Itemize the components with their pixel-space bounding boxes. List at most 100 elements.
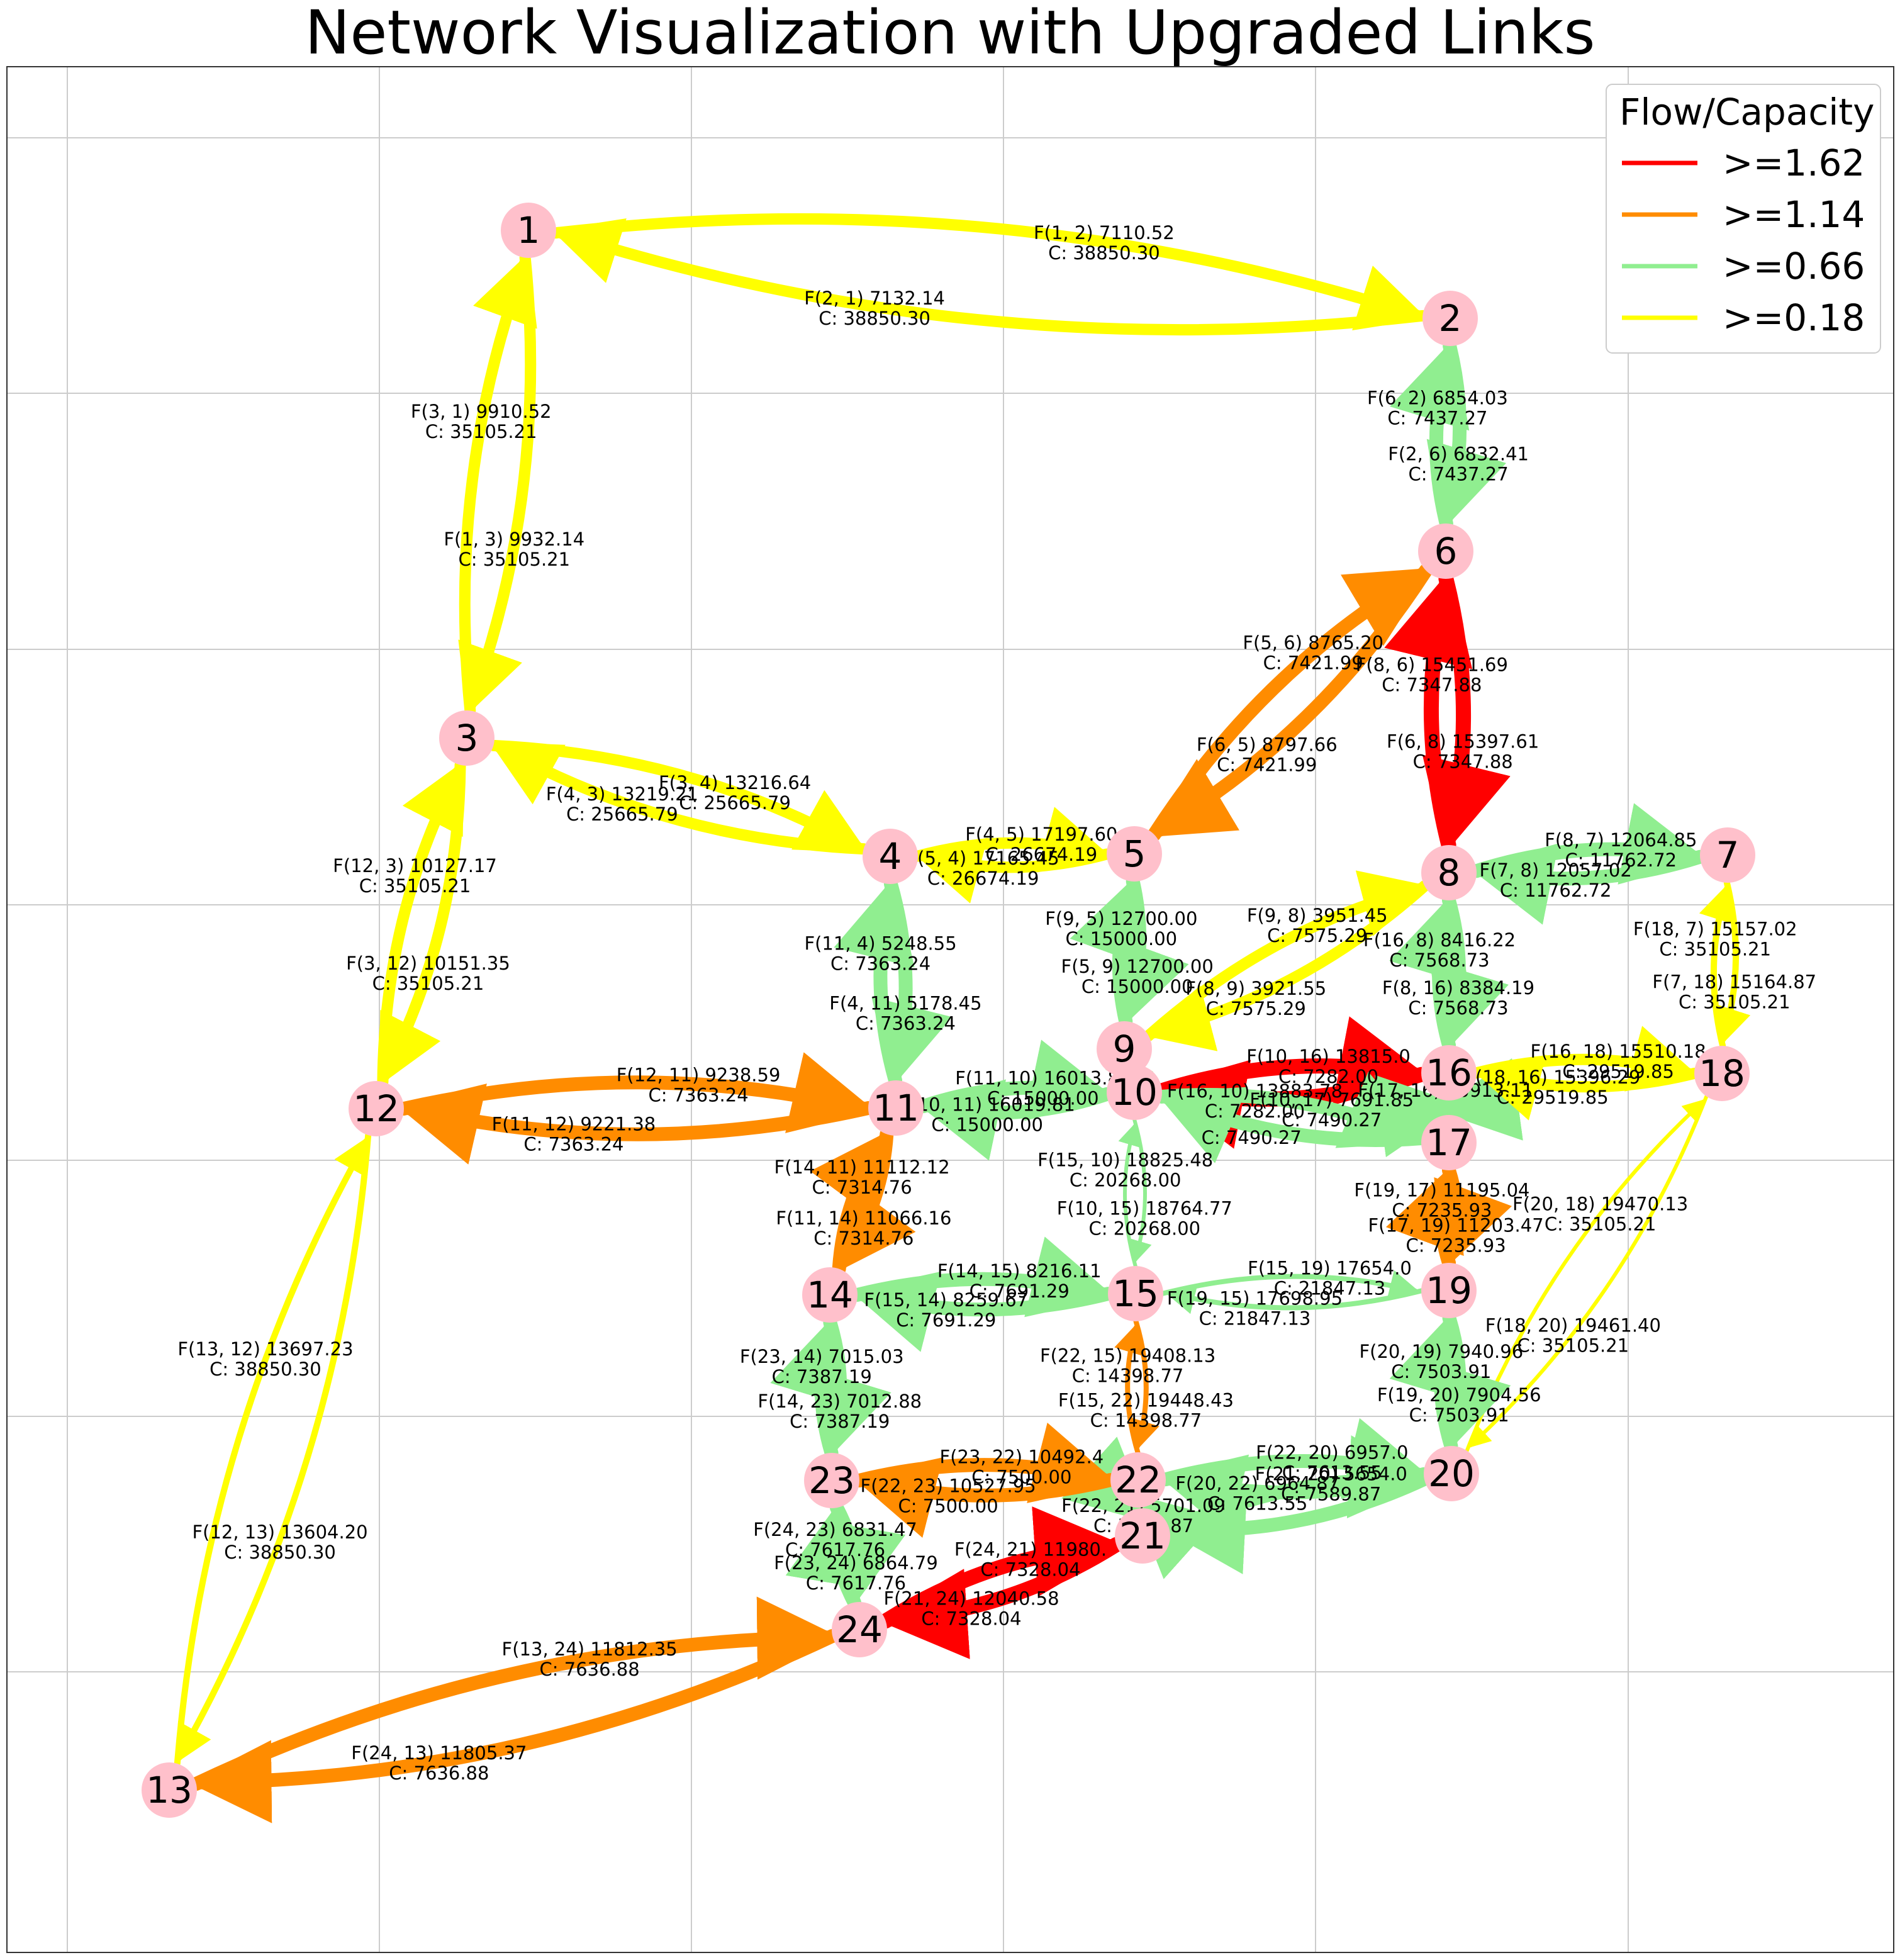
edge-flow-label: F(9, 8) 3951.45 (1247, 905, 1388, 926)
edge-flow-label: F(8, 16) 8384.19 (1382, 977, 1534, 999)
edge-label-12-3: F(12, 3) 10127.17C: 35105.21 (333, 855, 497, 897)
edge-label-20-22: F(20, 22) 6964.87C: 7613.55 (1175, 1473, 1339, 1515)
node-3: 3 (439, 710, 495, 766)
edge-capacity-label: C: 38850.30 (224, 1542, 336, 1563)
diagram-title: Network Visualization with Upgraded Link… (305, 0, 1595, 68)
legend-title: Flow/Capacity (1619, 91, 1874, 133)
edge-capacity-label: C: 7421.99 (1263, 652, 1363, 673)
edge-label-18-7: F(18, 7) 15157.02C: 35105.21 (1633, 918, 1797, 960)
node-label: 12 (353, 1087, 400, 1130)
node-circle (1422, 291, 1478, 346)
node-label: 9 (1113, 1028, 1136, 1070)
edge-flow-label: F(14, 15) 8216.11 (937, 1260, 1102, 1282)
edge-label-8-9: F(8, 9) 3921.55C: 7575.29 (1185, 978, 1326, 1019)
edge-label-9-8: F(9, 8) 3951.45C: 7575.29 (1247, 905, 1388, 946)
node-9: 9 (1097, 1021, 1152, 1077)
edge-label-14-15: F(14, 15) 8216.11C: 7691.29 (937, 1260, 1102, 1302)
edge-flow-label: F(1, 3) 9932.14 (444, 529, 584, 550)
edge-label-21-24: F(21, 24) 12040.58C: 7328.04 (883, 1588, 1059, 1630)
node-23: 23 (804, 1453, 859, 1508)
edge-9-5 (1070, 875, 1148, 1029)
node-label: 3 (455, 717, 479, 759)
edge-label-20-18: F(20, 18) 19470.13C: 35105.21 (1512, 1193, 1688, 1235)
edge-capacity-label: C: 7589.87 (1281, 1483, 1381, 1504)
edge-flow-label: F(10, 16) 13815.0 (1246, 1046, 1411, 1067)
edge-flow-label: F(7, 8) 12057.02 (1480, 860, 1632, 881)
node-21: 21 (1115, 1508, 1170, 1564)
edge-9-8 (1143, 870, 1430, 1042)
edge-label-15-14: F(15, 14) 8259.67C: 7691.29 (864, 1289, 1028, 1331)
edge-label-15-22: F(15, 22) 19448.43C: 14398.77 (1058, 1389, 1234, 1431)
node-label: 4 (879, 835, 902, 878)
edge-capacity-label: C: 21847.13 (1199, 1308, 1311, 1330)
edge-flow-label: F(22, 23) 10527.95 (861, 1476, 1036, 1497)
edge-capacity-label: C: 14398.77 (1090, 1409, 1202, 1431)
node-circle (832, 1602, 887, 1657)
edge-flow-label: F(22, 20) 6957.0 (1256, 1442, 1408, 1463)
edge-14-11 (810, 1129, 893, 1276)
node-circle (1115, 1508, 1170, 1564)
edge-18-20 (1467, 1094, 1709, 1448)
edge-label-21-20: F(21, 20) 5654.0C: 7589.87 (1255, 1463, 1407, 1504)
edge-capacity-label: C: 7503.91 (1391, 1361, 1491, 1382)
edge-capacity-label: C: 38850.30 (819, 308, 930, 329)
edge-11-10 (916, 1039, 1114, 1121)
node-24: 24 (832, 1602, 887, 1657)
edge-flow-label: F(14, 11) 11112.12 (774, 1156, 950, 1178)
node-11: 11 (868, 1080, 924, 1136)
node-circle (1108, 1266, 1163, 1321)
edge-label-6-5: F(6, 5) 8797.66C: 7421.99 (1197, 734, 1338, 776)
edge-capacity-label: C: 7328.04 (980, 1559, 1080, 1580)
edge-capacity-label: C: 7490.27 (1282, 1109, 1382, 1131)
edge-capacity-label: C: 35105.21 (1679, 992, 1791, 1013)
edge-capacity-label: C: 15000.00 (931, 1114, 1043, 1135)
edge-label-16-8: F(16, 8) 8416.22C: 7568.73 (1363, 929, 1516, 971)
edge-capacity-label: C: 7363.24 (523, 1134, 623, 1155)
edge-flow-label: F(23, 24) 6864.79 (774, 1552, 938, 1574)
edge-capacity-label: C: 35105.21 (1659, 938, 1771, 960)
edge-18-16 (1472, 1055, 1700, 1121)
node-label: 1 (517, 209, 540, 252)
node-circle (863, 829, 918, 884)
node-circle (439, 710, 495, 766)
node-label: 23 (808, 1459, 855, 1502)
edge-capacity-label: C: 7347.88 (1382, 674, 1482, 695)
edge-13-24 (189, 1596, 841, 1791)
edge-label-2-1: F(2, 1) 7132.14C: 38850.30 (804, 288, 945, 329)
edge-label-23-22: F(23, 22) 10492.4C: 7500.00 (940, 1446, 1104, 1487)
node-label: 10 (1111, 1071, 1158, 1114)
edge-flow-label: F(15, 14) 8259.67 (864, 1289, 1028, 1311)
edge-label-11-14: F(11, 14) 11066.16C: 7314.76 (776, 1207, 951, 1249)
edge-23-22 (852, 1423, 1118, 1503)
edge-20-19 (1389, 1311, 1470, 1453)
edge-flow-label: F(2, 6) 6832.41 (1388, 444, 1529, 465)
node-19: 19 (1421, 1263, 1477, 1318)
node-label: 8 (1438, 851, 1461, 894)
edge-flow-label: F(11, 4) 5248.55 (804, 932, 956, 954)
edge-capacity-label: C: 38850.30 (1048, 242, 1160, 264)
node-circle (804, 1453, 859, 1508)
legend-label: >=1.62 (1723, 142, 1865, 184)
node-circle (1424, 1446, 1479, 1501)
edge-flow-label: F(21, 24) 12040.58 (883, 1588, 1059, 1610)
edge-capacity-label: C: 15000.00 (1066, 928, 1178, 949)
node-15: 15 (1108, 1266, 1163, 1321)
edge-capacity-label: C: 38850.30 (210, 1358, 321, 1380)
edge-label-11-4: F(11, 4) 5248.55C: 7363.24 (804, 932, 956, 974)
edge-capacity-label: C: 11762.72 (1500, 880, 1612, 901)
node-label: 6 (1434, 530, 1458, 573)
edge-flow-label: F(12, 13) 13604.20 (192, 1521, 367, 1543)
edge-flow-label: F(15, 10) 18825.48 (1037, 1150, 1213, 1171)
edge-3-12 (378, 759, 466, 1086)
edge-flow-label: F(11, 10) 16013.81 (955, 1068, 1131, 1089)
edge-capacity-label: C: 25665.79 (679, 792, 791, 814)
edge-label-4-5: F(4, 5) 17197.60C: 26674.19 (965, 824, 1117, 865)
edge-flow-label: F(5, 6) 8765.20 (1243, 632, 1383, 653)
edge-flow-label: F(6, 5) 8797.66 (1197, 734, 1338, 756)
node-label: 17 (1426, 1121, 1472, 1164)
edge-13-12 (174, 1135, 370, 1767)
edge-15-19 (1161, 1270, 1420, 1300)
edge-6-8 (1422, 571, 1511, 854)
node-circle (142, 1762, 197, 1818)
